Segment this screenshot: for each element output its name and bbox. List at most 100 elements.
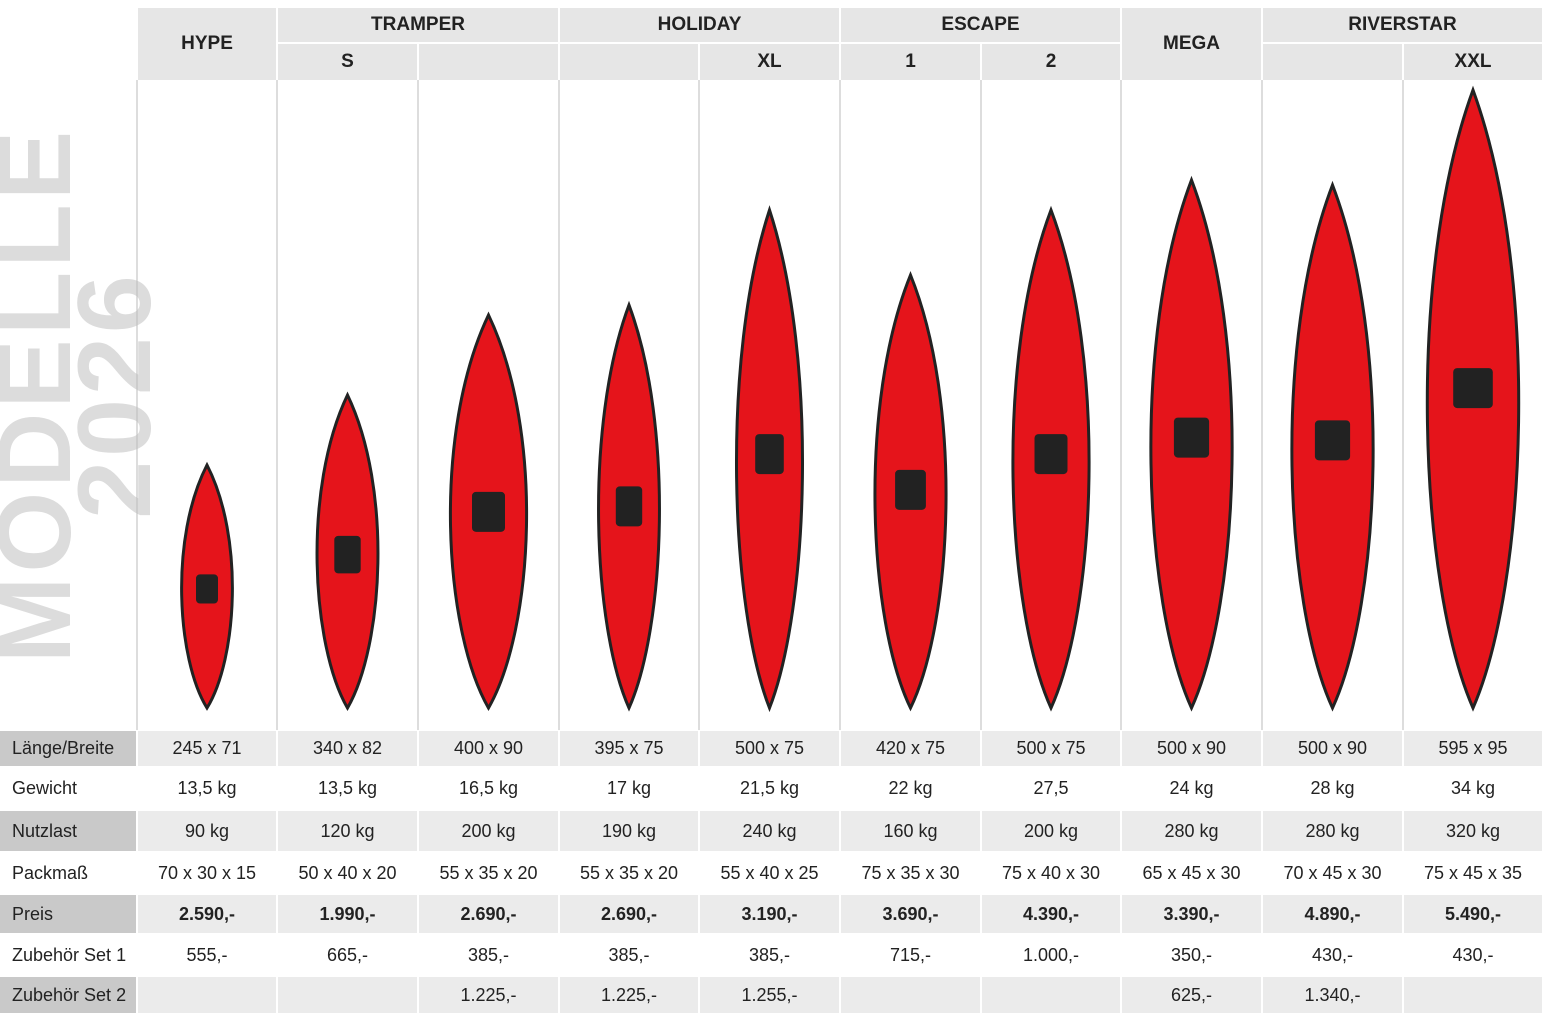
row-label: Zubehör Set 1 — [12, 944, 127, 965]
row-value: 75 x 45 x 35 — [1423, 862, 1523, 883]
row-value: 24 kg — [1169, 778, 1214, 798]
row-value: 4.890,- — [1263, 895, 1402, 933]
row-value: 3.190,- — [700, 895, 839, 933]
row-value: 13,5 kg — [177, 778, 237, 798]
row-value: 3.390,- — [1122, 895, 1261, 933]
kayak-seat — [334, 535, 361, 574]
row-value: 395 x 75 — [560, 731, 698, 766]
row-value: 430,- — [1311, 944, 1354, 965]
sub-header — [560, 44, 698, 80]
row-value — [278, 977, 417, 1013]
row-value: 90 kg — [138, 811, 276, 851]
group-header: MEGA — [1122, 8, 1261, 80]
row-label: Preis — [0, 895, 136, 933]
row-value: 430,- — [1452, 944, 1494, 965]
group-header: HOLIDAY — [560, 8, 839, 42]
sub-header — [419, 44, 558, 80]
row-value: 1.990,- — [278, 895, 417, 933]
row-value: 200 kg — [419, 811, 558, 851]
row-value: 245 x 71 — [138, 731, 276, 766]
row-value: 500 x 90 — [1122, 731, 1261, 766]
row-value — [982, 977, 1120, 1013]
group-header: RIVERSTAR — [1263, 8, 1542, 42]
row-value: 3.690,- — [841, 895, 980, 933]
row-label: Packmaß — [12, 862, 89, 883]
row-value: 385,- — [748, 944, 791, 965]
row-value: 2.590,- — [138, 895, 276, 933]
row-value: 200 kg — [982, 811, 1120, 851]
row-value: 320 kg — [1404, 811, 1542, 851]
row-value: 75 x 35 x 30 — [861, 862, 960, 883]
sub-header: 1 — [841, 44, 980, 80]
row-value: 715,- — [889, 944, 932, 965]
row-value: 21,5 kg — [739, 778, 800, 798]
row-value: 75 x 40 x 30 — [1001, 862, 1101, 883]
row-value: 70 x 45 x 30 — [1283, 862, 1382, 883]
row-value: 500 x 90 — [1263, 731, 1402, 766]
group-header: HYPE — [138, 8, 276, 80]
row-value: 2.690,- — [560, 895, 698, 933]
row-value: 340 x 82 — [278, 731, 417, 766]
row-value: 13,5 kg — [317, 778, 378, 798]
row-label: Zubehör Set 2 — [0, 977, 136, 1013]
row-label: Gewicht — [12, 778, 78, 798]
sub-header — [1263, 44, 1402, 80]
kayak-seat — [1453, 368, 1493, 409]
row-value: 28 kg — [1310, 778, 1355, 798]
row-value — [138, 977, 276, 1013]
row-label: Nutzlast — [0, 811, 136, 851]
row-label: Länge/Breite — [0, 731, 136, 766]
row-value: 500 x 75 — [982, 731, 1120, 766]
row-value: 1.225,- — [560, 977, 698, 1013]
sub-header: XXL — [1404, 44, 1542, 80]
kayak-seat — [755, 434, 784, 475]
row-value: 1.340,- — [1263, 977, 1402, 1013]
row-value: 190 kg — [560, 811, 698, 851]
row-value: 1.225,- — [419, 977, 558, 1013]
row-value: 120 kg — [278, 811, 417, 851]
kayak-seat — [472, 491, 505, 532]
row-value: 70 x 30 x 15 — [157, 862, 257, 883]
row-value: 1.000,- — [1022, 944, 1080, 965]
row-value: 665,- — [326, 944, 369, 965]
row-value: 595 x 95 — [1404, 731, 1542, 766]
row-value: 5.490,- — [1404, 895, 1542, 933]
row-value: 1.255,- — [700, 977, 839, 1013]
row-value: 625,- — [1122, 977, 1261, 1013]
row-value — [841, 977, 980, 1013]
row-value: 50 x 40 x 20 — [298, 862, 397, 883]
row-value: 350,- — [1170, 944, 1213, 965]
row-value: 4.390,- — [982, 895, 1120, 933]
row-value: 280 kg — [1122, 811, 1261, 851]
row-value: 385,- — [608, 944, 650, 965]
row-value: 385,- — [467, 944, 510, 965]
sub-header: XL — [700, 44, 839, 80]
row-value: 420 x 75 — [841, 731, 980, 766]
row-value: 555,- — [186, 944, 228, 965]
row-value: 16,5 kg — [458, 778, 519, 798]
row-value: 65 x 45 x 30 — [1142, 862, 1241, 883]
group-header: TRAMPER — [278, 8, 558, 42]
row-value: 240 kg — [700, 811, 839, 851]
kayak-seat — [1173, 417, 1210, 458]
kayak-seat — [615, 486, 643, 527]
row-value: 400 x 90 — [419, 731, 558, 766]
row-value: 55 x 35 x 20 — [439, 862, 538, 883]
row-value: 55 x 40 x 25 — [720, 862, 819, 883]
group-header: ESCAPE — [841, 8, 1120, 42]
kayak-seat — [895, 469, 926, 510]
row-value: 17 kg — [606, 778, 652, 798]
kayak-seat — [196, 574, 218, 604]
row-value: 27,5 — [1033, 778, 1069, 798]
kayak-seat — [1314, 420, 1351, 461]
row-value: 160 kg — [841, 811, 980, 851]
row-value: 280 kg — [1263, 811, 1402, 851]
sub-header: S — [278, 44, 417, 80]
row-value — [1404, 977, 1542, 1013]
row-value: 22 kg — [888, 778, 933, 798]
row-value: 500 x 75 — [700, 731, 839, 766]
sub-header: 2 — [982, 44, 1120, 80]
row-value: 55 x 35 x 20 — [579, 862, 679, 883]
